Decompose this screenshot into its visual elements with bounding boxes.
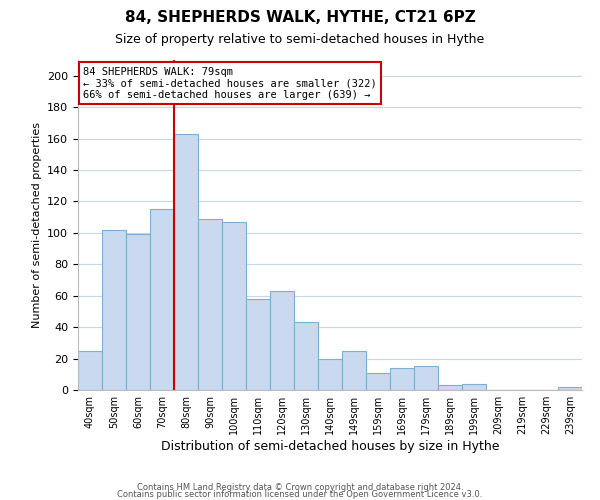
Bar	[366, 372, 390, 390]
X-axis label: Distribution of semi-detached houses by size in Hythe: Distribution of semi-detached houses by …	[161, 440, 499, 453]
Bar	[558, 387, 582, 390]
Text: 84, SHEPHERDS WALK, HYTHE, CT21 6PZ: 84, SHEPHERDS WALK, HYTHE, CT21 6PZ	[125, 10, 475, 25]
Bar	[198, 218, 222, 390]
Bar	[414, 366, 438, 390]
Text: Contains public sector information licensed under the Open Government Licence v3: Contains public sector information licen…	[118, 490, 482, 499]
Bar	[462, 384, 486, 390]
Y-axis label: Number of semi-detached properties: Number of semi-detached properties	[32, 122, 41, 328]
Bar	[150, 210, 174, 390]
Bar	[246, 299, 270, 390]
Bar	[294, 322, 318, 390]
Bar	[438, 386, 462, 390]
Bar	[390, 368, 414, 390]
Bar	[102, 230, 126, 390]
Bar	[342, 350, 366, 390]
Bar	[270, 291, 294, 390]
Bar	[78, 350, 102, 390]
Text: 84 SHEPHERDS WALK: 79sqm
← 33% of semi-detached houses are smaller (322)
66% of : 84 SHEPHERDS WALK: 79sqm ← 33% of semi-d…	[83, 66, 377, 100]
Bar	[126, 234, 150, 390]
Text: Size of property relative to semi-detached houses in Hythe: Size of property relative to semi-detach…	[115, 32, 485, 46]
Text: Contains HM Land Registry data © Crown copyright and database right 2024.: Contains HM Land Registry data © Crown c…	[137, 484, 463, 492]
Bar	[318, 358, 342, 390]
Bar	[222, 222, 246, 390]
Bar	[174, 134, 198, 390]
